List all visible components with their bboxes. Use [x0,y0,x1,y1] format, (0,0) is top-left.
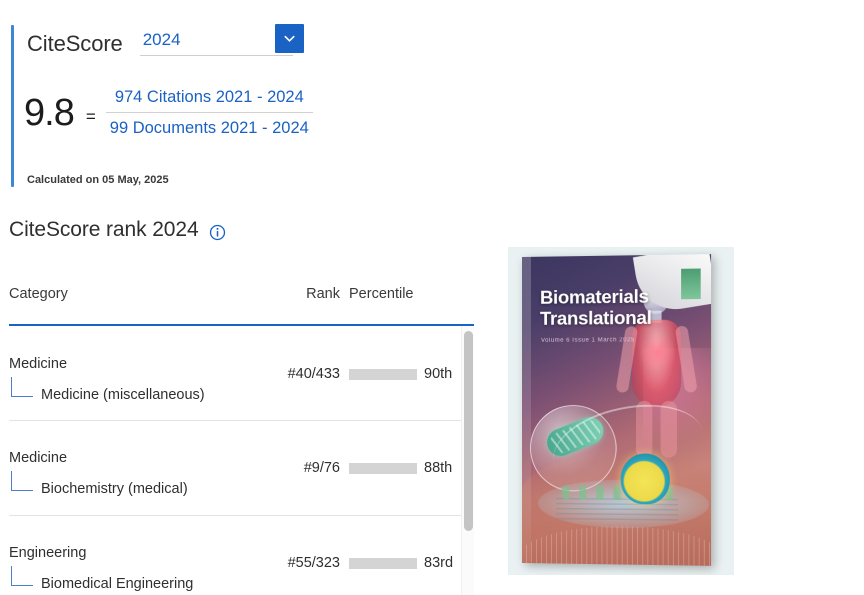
percentile-cell: 83rd [340,555,458,571]
fraction-rule [105,112,313,113]
citescore-calculated-note: Calculated on 05 May, 2025 [27,174,169,186]
journal-cover-volume: Volume 6 Issue 1 March 2025 [540,337,635,344]
rank-value: #55/323 [287,555,340,571]
category-parent: Medicine [9,356,68,372]
percentile-cell: 88th [340,460,458,476]
column-header-percentile: Percentile [349,286,414,302]
chevron-down-icon[interactable] [274,24,304,53]
citescore-documents-link[interactable]: 99 Documents 2021 - 2024 [109,119,309,137]
cover-title-line1: Biomaterials [539,285,649,308]
category-child: Medicine (miscellaneous) [41,387,205,403]
rank-value: #40/433 [287,366,340,382]
citescore-title-row: CiteScore 2024 [27,24,304,59]
year-underline [139,55,293,56]
percentile-cell: 90th [340,366,458,382]
equals-sign: = [85,106,96,126]
rank-heading: CiteScore rank 2024 [9,218,199,241]
table-row[interactable]: Medicine Medicine (miscellaneous) #40/43… [9,326,474,421]
percentile-label: 83rd [424,555,454,571]
category-parent: Medicine [9,450,68,466]
percentile-bar-track [349,368,417,380]
citescore-tracker-panel: CiteScoreTracker 2025 12.0 = 817 Citatio… [432,0,864,205]
table-row[interactable]: Engineering Biomedical Engineering #55/3… [9,516,474,595]
category-parent: Engineering [9,545,87,561]
journal-cover-title: Biomaterials Translational [539,285,703,329]
cover-spine [522,256,531,564]
rank-heading-row: CiteScore rank 2024 [9,218,226,242]
journal-cover-image: Biomaterials Translational Volume 6 Issu… [508,247,734,575]
citescore-ratio: 974 Citations 2021 - 2024 99 Documents 2… [105,82,313,143]
cover-fiber-texture [556,497,679,521]
table-header: Category Rank Percentile [9,286,474,326]
category-child-row: Medicine (miscellaneous) [9,377,258,402]
table-header-rule [9,324,474,326]
citescore-fraction: 9.8 = 974 Citations 2021 - 2024 99 Docum… [24,82,313,143]
page-title: CiteScore [27,31,123,56]
panel-accent-bar [11,25,14,187]
scrollbar-thumb[interactable] [464,331,473,531]
citescore-rank-table: Category Rank Percentile Medicine Medici… [9,286,474,595]
tree-branch-icon [11,377,33,397]
column-header-category: Category [9,286,68,302]
citescore-panel: CiteScore 2024 9.8 = 974 Citations 2021 … [0,0,432,205]
category-child: Biochemistry (medical) [41,481,188,497]
info-circle-icon[interactable] [209,224,226,241]
figure-glow [640,331,675,373]
category-child: Biomedical Engineering [41,576,194,592]
metrics-row: CiteScore 2024 9.8 = 974 Citations 2021 … [0,0,864,205]
tree-branch-icon [11,471,33,491]
citescore-citations-link[interactable]: 974 Citations 2021 - 2024 [114,88,304,106]
category-cell: Medicine Medicine (miscellaneous) [9,351,258,402]
percentile-label: 90th [424,366,453,382]
column-header-rank: Rank [306,286,340,302]
category-child-row: Biomedical Engineering [9,566,258,591]
table-body: Medicine Medicine (miscellaneous) #40/43… [9,326,474,595]
journal-cover-book: Biomaterials Translational Volume 6 Issu… [522,254,712,566]
membrane-texture [522,524,712,566]
rank-value: #9/76 [303,460,340,476]
category-child-row: Biochemistry (medical) [9,471,258,496]
citescore-year-value: 2024 [142,30,181,49]
tree-branch-icon [11,566,33,586]
citescore-value: 9.8 [24,91,75,134]
category-cell: Medicine Biochemistry (medical) [9,445,258,496]
percentile-bar-track [349,557,417,569]
percentile-bar-track [349,462,417,474]
table-row[interactable]: Medicine Biochemistry (medical) #9/76 88… [9,421,474,516]
citescore-year-select[interactable]: 2024 [139,24,304,59]
table-scrollbar[interactable] [461,326,474,595]
cover-title-line2: Translational [539,306,652,329]
percentile-label: 88th [424,460,453,476]
category-cell: Engineering Biomedical Engineering [9,540,258,591]
